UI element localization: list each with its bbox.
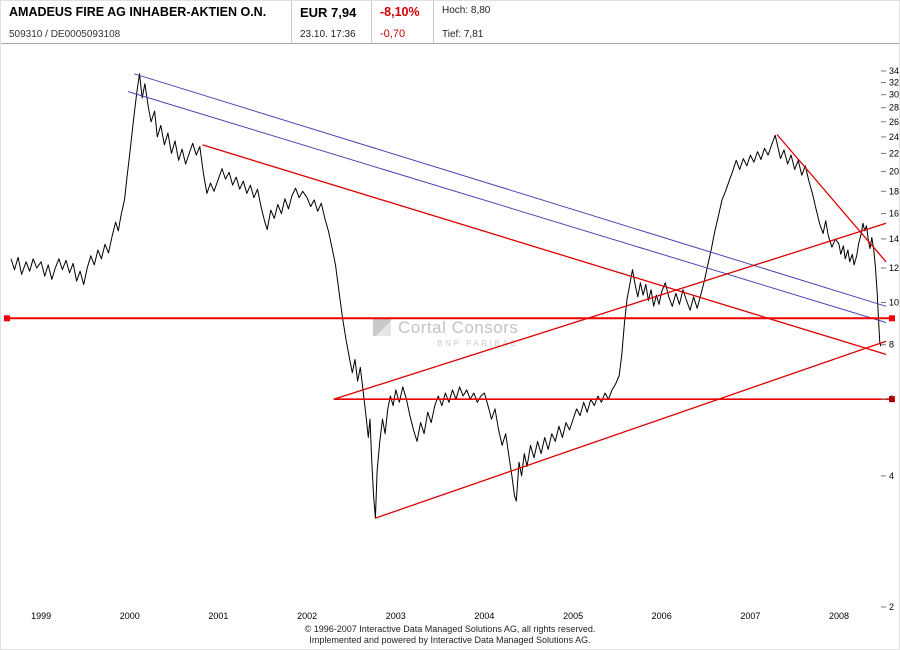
red-uptrend-lower — [375, 340, 887, 519]
change-percent: -8,10% — [380, 5, 420, 19]
instrument-ids: 509310 / DE0005093108 — [9, 29, 121, 40]
y-axis-label: 20 — [889, 166, 899, 176]
copyright-line: © 1996-2007 Interactive Data Managed Sol… — [304, 623, 596, 634]
x-axis-label: 2007 — [740, 611, 760, 621]
y-axis-label: 32 — [889, 78, 899, 88]
red-downtrend-major — [202, 144, 887, 356]
change-absolute: -0,70 — [380, 28, 406, 40]
x-axis-label: 2002 — [297, 611, 317, 621]
x-axis-label: 2003 — [386, 611, 406, 621]
y-axis-label: 2 — [889, 602, 894, 612]
day-low: Tief: 7,81 — [442, 29, 484, 40]
price-section: EUR 7,94 23.10. 17:36 — [291, 1, 371, 43]
blue-resistance-upper — [134, 73, 887, 307]
y-axis-label: 34 — [889, 66, 899, 76]
line-end-marker — [4, 315, 10, 322]
day-high: Hoch: 8,80 — [442, 5, 491, 16]
instrument-section: AMADEUS FIRE AG INHABER-AKTIEN O.N. 5093… — [1, 1, 291, 43]
y-axis-label: 6 — [889, 394, 894, 404]
y-axis-label: 16 — [889, 209, 899, 219]
quote-timestamp: 23.10. 17:36 — [300, 29, 356, 40]
x-axis-label: 2004 — [474, 611, 494, 621]
x-axis-label: 2005 — [563, 611, 583, 621]
y-axis-label: 24 — [889, 132, 899, 142]
y-axis-label: 8 — [889, 340, 894, 350]
powered-by-line: Implemented and powered by Interactive D… — [309, 634, 591, 645]
watermark-bank: BNP PARIBAS — [437, 339, 519, 348]
y-axis-label: 22 — [889, 148, 899, 158]
y-axis-label: 28 — [889, 103, 899, 113]
x-axis-label: 2001 — [208, 611, 228, 621]
price-line — [10, 73, 882, 519]
y-axis-label: 10 — [889, 298, 899, 308]
watermark-brand: Cortal Consors — [398, 318, 519, 337]
y-axis-label: 12 — [889, 263, 899, 273]
cortal-consors-logo-icon — [373, 318, 391, 336]
x-axis-label: 2008 — [829, 611, 849, 621]
high-low-section: Hoch: 8,80 Tief: 7,81 — [433, 1, 523, 43]
watermark-text: Cortal Consors BNP PARIBAS — [398, 318, 518, 348]
red-uptrend-upper — [333, 222, 887, 400]
line-end-marker — [889, 315, 895, 322]
y-axis-label: 26 — [889, 117, 899, 127]
y-axis-label: 30 — [889, 90, 899, 100]
watermark: Cortal Consors BNP PARIBAS — [373, 318, 518, 348]
chart-area: Cortal Consors BNP PARIBAS 2 4 6 8 10 12 14 16 1… — [1, 56, 899, 632]
line-end-marker — [889, 396, 895, 403]
red-downtrend-2007 — [776, 134, 887, 263]
chart-footer: © 1996-2007 Interactive Data Managed Sol… — [1, 624, 899, 647]
y-axis-label: 18 — [889, 186, 899, 196]
x-axis-label: 2000 — [120, 611, 140, 621]
blue-resistance-lower — [127, 91, 887, 323]
change-section: -8,10% -0,70 — [371, 1, 433, 43]
instrument-name: AMADEUS FIRE AG INHABER-AKTIEN O.N. — [9, 5, 267, 19]
quote-header: AMADEUS FIRE AG INHABER-AKTIEN O.N. 5093… — [1, 1, 899, 44]
x-axis-label: 1999 — [31, 611, 51, 621]
y-axis-label: 4 — [889, 471, 894, 481]
last-price: EUR 7,94 — [300, 5, 357, 20]
x-axis-label: 2006 — [652, 611, 672, 621]
y-axis-label: 14 — [889, 234, 899, 244]
